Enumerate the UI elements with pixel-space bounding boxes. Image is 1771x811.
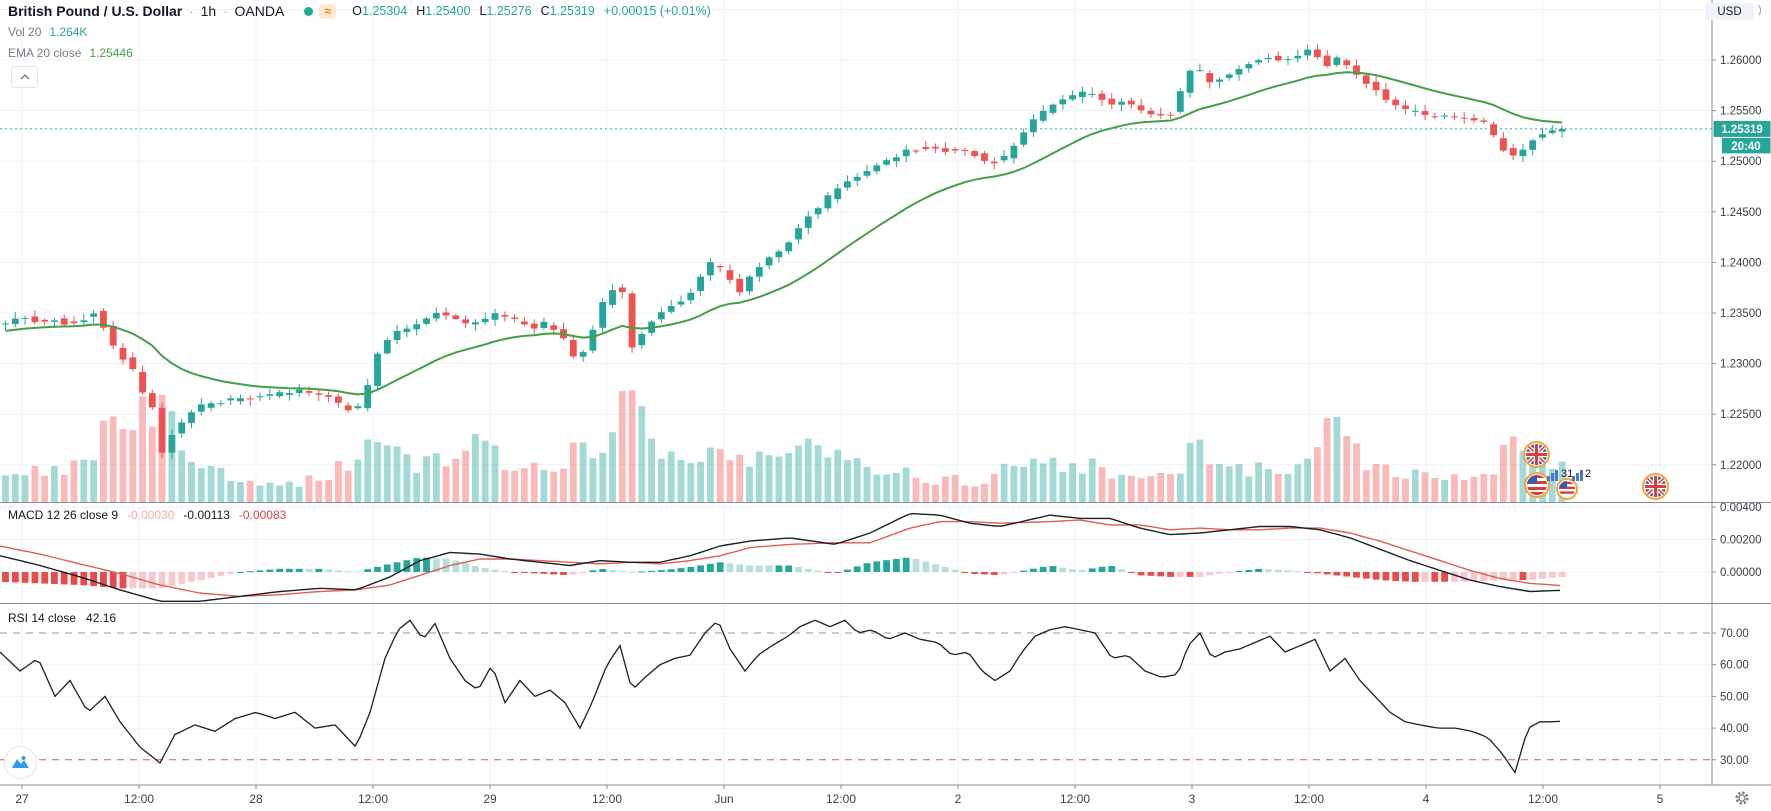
- svg-text:70.00: 70.00: [1720, 628, 1749, 640]
- svg-text:12:00: 12:00: [358, 792, 388, 806]
- svg-text:12:00: 12:00: [1528, 792, 1558, 806]
- svg-text:3: 3: [1189, 792, 1196, 806]
- exchange-label[interactable]: OANDA: [234, 3, 285, 19]
- ema-value: 1.25446: [89, 46, 133, 60]
- svg-text:1.23500: 1.23500: [1720, 308, 1762, 320]
- svg-text:20:40: 20:40: [1731, 141, 1760, 153]
- currency-label: USD: [1717, 5, 1742, 18]
- axis-collapse-icon[interactable]: ): [1758, 4, 1762, 16]
- uk-flag-icon: [1645, 476, 1666, 497]
- chevron-up-icon: [20, 74, 29, 80]
- svg-text:1.22500: 1.22500: [1720, 409, 1762, 421]
- event-mini-chart-icon[interactable]: [1572, 468, 1584, 486]
- volume-value: 1.264K: [49, 25, 88, 39]
- currency-selector[interactable]: USD: [1705, 3, 1754, 20]
- us-flag-icon: [1527, 475, 1547, 495]
- svg-text:27: 27: [15, 792, 29, 806]
- volume-legend-row[interactable]: Vol 20 1.264K: [8, 25, 87, 39]
- ema-label: EMA 20 close: [8, 46, 82, 60]
- svg-text:12:00: 12:00: [124, 792, 154, 806]
- symbol-legend-row: British Pound / U.S. Dollar · 1h · OANDA…: [8, 3, 711, 19]
- svg-text:1.22000: 1.22000: [1720, 460, 1762, 472]
- rsi-label: RSI 14 close: [8, 611, 77, 625]
- svg-text:5: 5: [1657, 792, 1664, 806]
- svg-text:0.00400: 0.00400: [1720, 502, 1762, 514]
- event-count-label[interactable]: 31: [1561, 468, 1574, 480]
- pane-logo-button[interactable]: [4, 746, 37, 779]
- rsi-line: [0, 619, 1561, 774]
- change-value: +0.00015 (+0.01%): [603, 4, 711, 18]
- macd-pane: [0, 512, 1566, 602]
- volume-label: Vol 20: [8, 25, 42, 39]
- macd-label: MACD 12 26 close 9: [8, 508, 119, 522]
- timezone-settings-button[interactable]: [1732, 788, 1752, 808]
- svg-text:28: 28: [249, 792, 263, 806]
- svg-text:29: 29: [483, 792, 497, 806]
- svg-text:12:00: 12:00: [1294, 792, 1324, 806]
- svg-text:1.23000: 1.23000: [1720, 359, 1762, 371]
- candles: [2, 44, 1566, 460]
- us-flag-icon: [1559, 481, 1575, 497]
- event-marker-us-2[interactable]: [1556, 478, 1578, 500]
- interval-label[interactable]: 1h: [200, 3, 217, 19]
- svg-text:4: 4: [1423, 792, 1430, 806]
- macd-signal-value: -0.00083: [238, 508, 287, 522]
- high-value: 1.25400: [425, 4, 471, 18]
- volume-bars: [2, 390, 1566, 503]
- svg-text:12:00: 12:00: [1060, 792, 1090, 806]
- event-count-label[interactable]: 2: [1585, 468, 1592, 480]
- macd-hist-value: -0.00030: [127, 508, 175, 522]
- chart-logo-icon: [12, 756, 29, 768]
- svg-text:50.00: 50.00: [1720, 691, 1749, 703]
- svg-text:0.00200: 0.00200: [1720, 535, 1762, 547]
- svg-text:1.25500: 1.25500: [1720, 106, 1762, 118]
- gear-icon: [1735, 791, 1749, 805]
- event-marker-uk[interactable]: [1523, 441, 1550, 468]
- ema-line: [5, 71, 1563, 396]
- rsi-value: 42.16: [86, 611, 117, 625]
- delayed-data-icon[interactable]: ≈: [319, 3, 337, 19]
- ema-legend-row[interactable]: EMA 20 close 1.25446: [8, 46, 133, 60]
- svg-text:12:00: 12:00: [592, 792, 622, 806]
- rsi-legend-row[interactable]: RSI 14 close 42.16: [8, 611, 116, 625]
- macd-line: [0, 512, 1561, 602]
- ohlc-values: O1.25304 H1.25400 L1.25276 C1.25319 +0.0…: [352, 4, 711, 18]
- collapse-legend-button[interactable]: [11, 66, 38, 88]
- svg-text:Jun: Jun: [714, 792, 733, 806]
- separator: ·: [189, 3, 194, 19]
- grid: [0, 0, 1712, 785]
- macd-line-value: -0.00113: [183, 508, 230, 522]
- rsi-pane: [0, 619, 1712, 774]
- svg-text:1.25000: 1.25000: [1720, 156, 1762, 168]
- symbol-title[interactable]: British Pound / U.S. Dollar: [8, 3, 183, 19]
- svg-text:12:00: 12:00: [826, 792, 856, 806]
- svg-text:1.26000: 1.26000: [1720, 55, 1762, 67]
- svg-text:0.00000: 0.00000: [1720, 567, 1762, 579]
- svg-text:60.00: 60.00: [1720, 660, 1749, 672]
- macd-legend-row[interactable]: MACD 12 26 close 9 -0.00030 -0.00113 -0.…: [8, 508, 286, 522]
- event-mini-chart-icon[interactable]: [1547, 468, 1559, 486]
- svg-text:30.00: 30.00: [1720, 755, 1749, 767]
- event-marker-us[interactable]: [1524, 472, 1550, 498]
- svg-text:1.24500: 1.24500: [1720, 207, 1762, 219]
- uk-flag-icon: [1526, 444, 1547, 465]
- svg-text:2: 2: [955, 792, 962, 806]
- market-status-icon[interactable]: [304, 6, 314, 16]
- separator: ·: [223, 3, 228, 19]
- close-value: 1.25319: [549, 4, 595, 18]
- open-value: 1.25304: [362, 4, 408, 18]
- axes[interactable]: 1.26000 1.25500 1.25000 1.24500 1.24000 1.235…: [15, 55, 1771, 806]
- svg-text:1.25319: 1.25319: [1721, 124, 1763, 136]
- event-marker-uk-2[interactable]: [1642, 473, 1669, 500]
- svg-text:40.00: 40.00: [1720, 723, 1749, 735]
- low-value: 1.25276: [486, 4, 532, 18]
- svg-text:1.24000: 1.24000: [1720, 257, 1762, 269]
- last-price-badge: [1713, 120, 1771, 137]
- countdown-badge: [1722, 137, 1771, 154]
